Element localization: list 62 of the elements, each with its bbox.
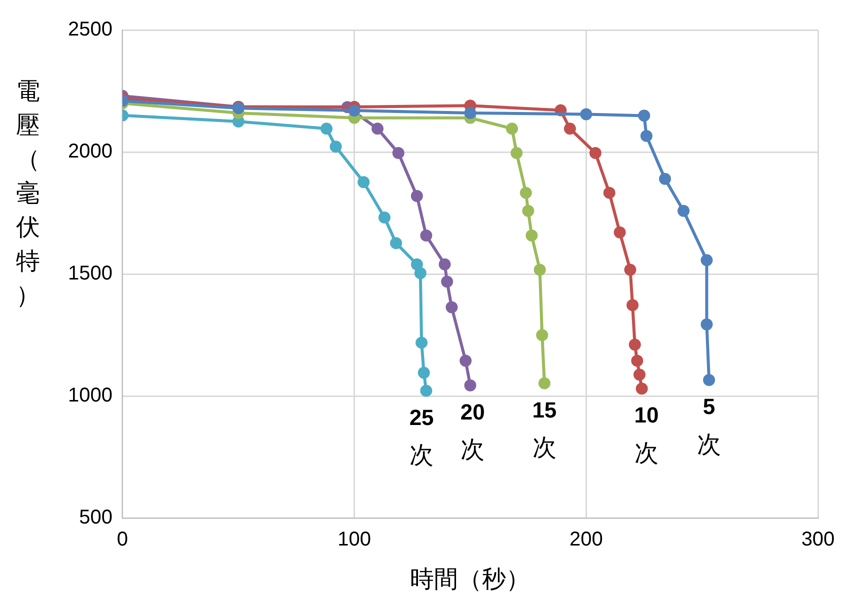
point: [580, 108, 592, 120]
point: [640, 130, 652, 142]
point: [460, 354, 472, 367]
point: [624, 264, 636, 276]
point: [638, 110, 650, 122]
point: [392, 147, 404, 160]
point: [700, 318, 713, 330]
annotation: 5 次: [697, 394, 722, 458]
y-axis-title: 電壓（毫伏特）: [15, 76, 41, 311]
point: [534, 264, 546, 276]
point: [446, 301, 458, 314]
point: [348, 104, 360, 117]
point: [678, 204, 690, 217]
point: [631, 354, 644, 367]
point: [636, 382, 648, 395]
x-tick-label: 200: [569, 528, 603, 551]
point: [536, 329, 548, 342]
point: [589, 147, 602, 160]
point: [390, 237, 402, 250]
point: [418, 366, 430, 379]
point: [320, 122, 333, 135]
point: [564, 122, 576, 135]
point: [378, 211, 390, 224]
point: [506, 122, 518, 135]
point: [603, 186, 616, 199]
y-tick-label: 500: [79, 506, 112, 529]
point: [522, 204, 534, 217]
x-tick-label: 100: [338, 528, 372, 551]
y-tick-label: 2000: [68, 140, 112, 163]
point: [420, 384, 432, 397]
point: [420, 230, 432, 242]
point: [410, 190, 423, 202]
point: [414, 267, 426, 280]
point: [330, 140, 342, 153]
x-tick-label: 300: [801, 528, 835, 551]
y-tick-label: 1000: [68, 384, 112, 407]
annotation: 20 次: [460, 399, 485, 464]
annotation: 25 次: [409, 404, 434, 470]
point: [416, 336, 428, 349]
point: [628, 338, 641, 351]
point: [658, 172, 671, 185]
annotation: 10 次: [634, 402, 659, 467]
point: [538, 377, 550, 390]
y-tick-label: 1500: [68, 262, 112, 285]
point: [614, 226, 626, 238]
x-tick-label: 0: [116, 528, 128, 551]
point: [438, 258, 451, 270]
point: [441, 276, 454, 288]
point: [520, 186, 532, 199]
point: [464, 379, 476, 392]
point: [526, 230, 538, 242]
point: [510, 147, 523, 160]
point: [700, 254, 713, 266]
point: [626, 299, 639, 312]
point: [703, 374, 716, 386]
point: [464, 106, 476, 119]
point: [358, 176, 370, 188]
y-tick-label: 2500: [68, 18, 112, 41]
point: [633, 368, 646, 381]
point: [372, 122, 384, 135]
annotation: 15 次: [532, 397, 557, 462]
x-axis-title: 時間（秒）: [410, 564, 530, 593]
